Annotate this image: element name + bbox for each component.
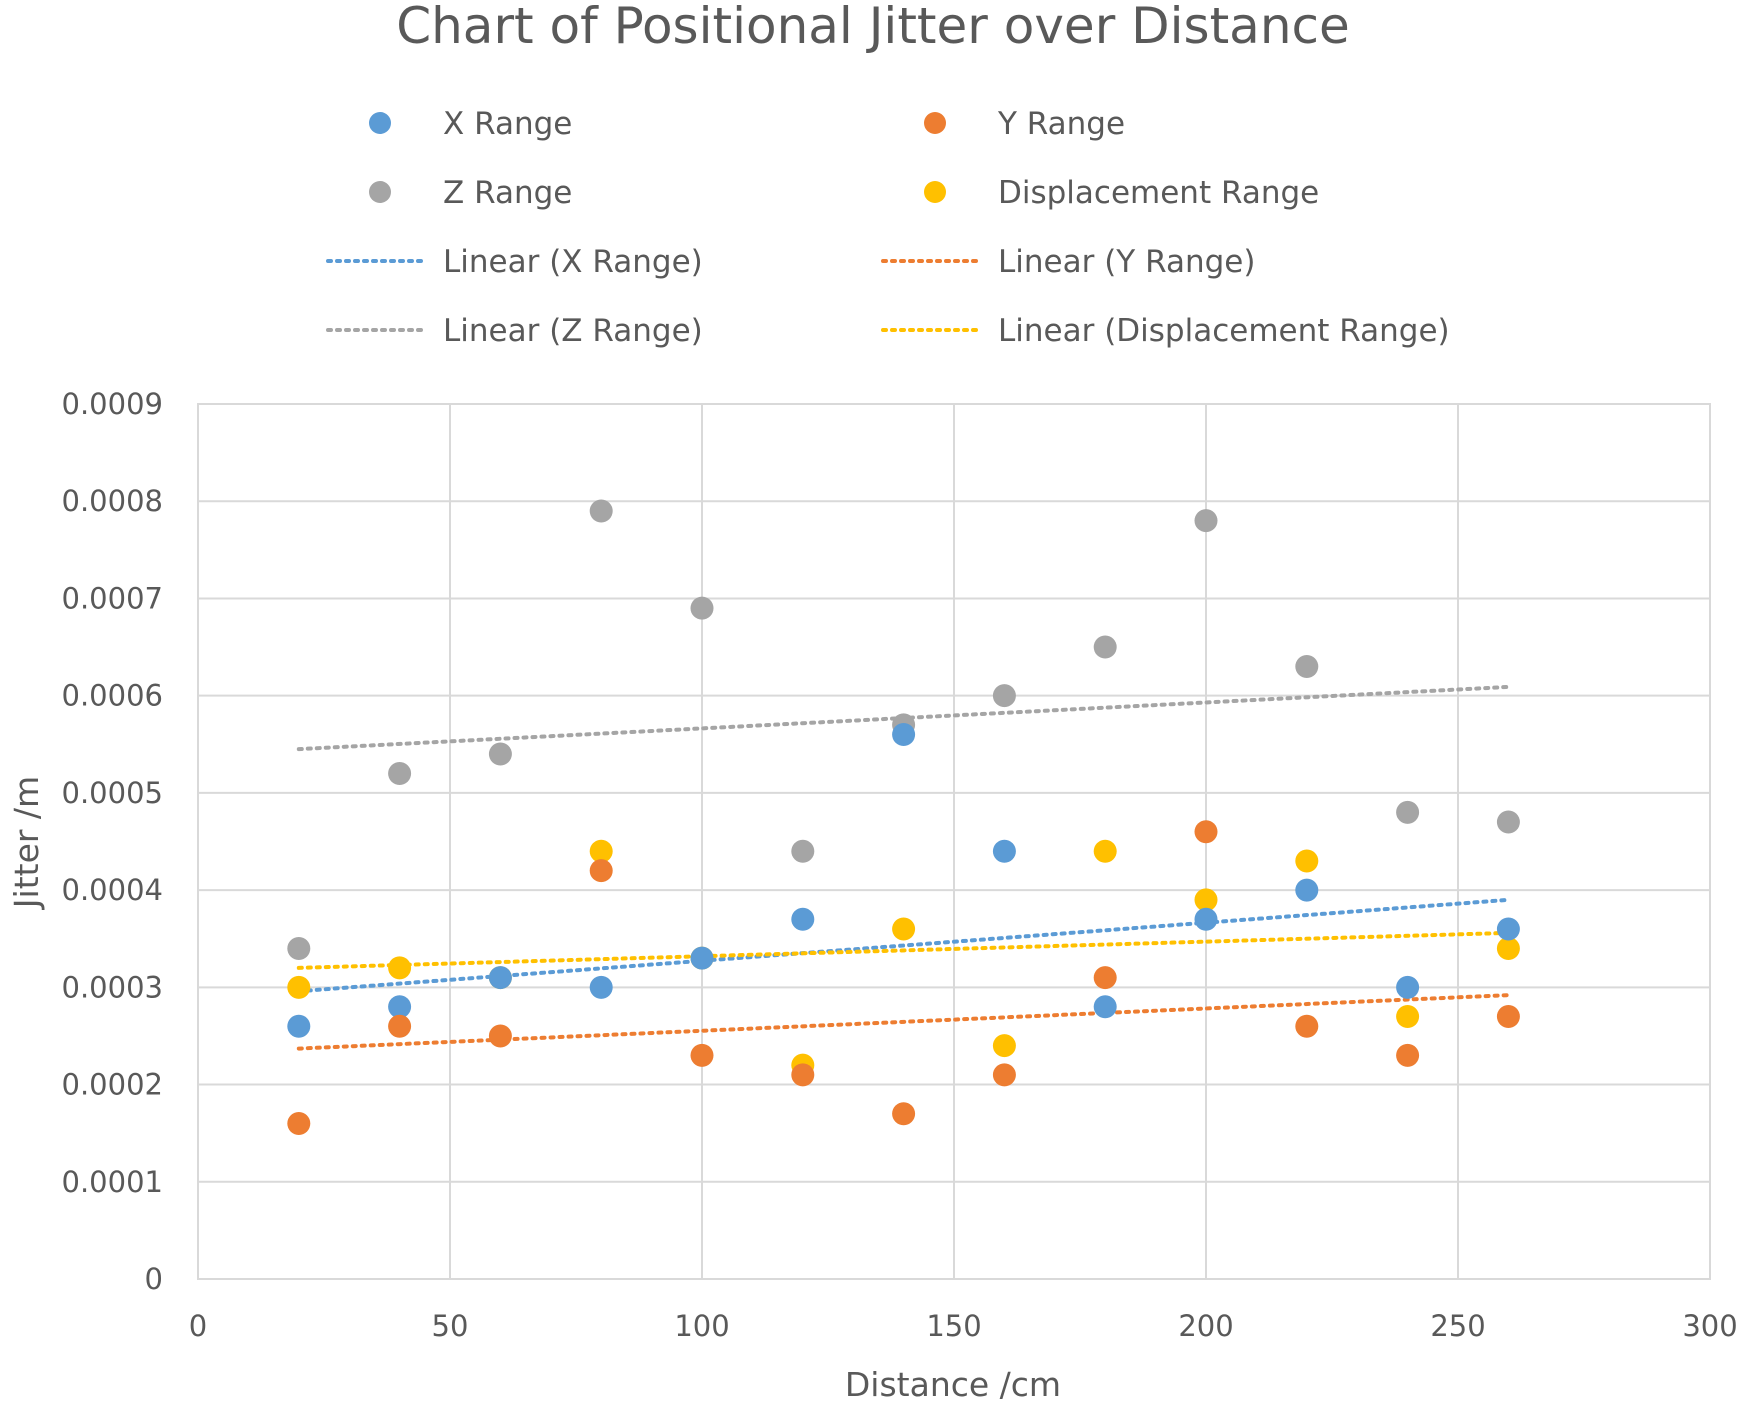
data-point-x-range [892, 723, 916, 747]
data-point-x-range [589, 975, 613, 999]
data-point-displacement-range [589, 839, 613, 863]
data-point-z-range [791, 839, 815, 863]
plot-area-border [197, 403, 1711, 1280]
legend-marker-y-range [924, 112, 946, 134]
data-point-y-range [1194, 820, 1218, 844]
y-tick-label: 0.0009 [62, 387, 163, 421]
trendline-x-range [296, 897, 1511, 994]
x-tick-label: 150 [926, 1309, 981, 1343]
data-point-y-range [488, 1024, 512, 1048]
data-point-y-range [791, 1063, 815, 1087]
legend: X Range Y Range Z Range Displacement Range L… [326, 106, 1450, 349]
trendline-displacement-range [296, 930, 1511, 970]
data-point-displacement-range [1093, 839, 1117, 863]
data-point-y-range [1295, 1014, 1319, 1038]
x-tick-label: 0 [189, 1309, 207, 1343]
legend-marker-z-range [369, 181, 391, 203]
y-axis-title: Jitter /m [7, 776, 46, 910]
data-point-displacement-range [1496, 936, 1520, 960]
legend-label: Linear (Z Range) [443, 313, 703, 349]
data-point-x-range [1496, 917, 1520, 941]
data-point-displacement-range [388, 956, 412, 980]
data-point-x-range [690, 946, 714, 970]
y-tick-label: 0.0002 [62, 1068, 163, 1102]
legend-label: Linear (Y Range) [998, 244, 1255, 280]
data-point-z-range [589, 499, 613, 523]
trendline-y-range [296, 993, 1511, 1051]
x-tick-label: 200 [1178, 1309, 1233, 1343]
legend-marker-displacement-range [924, 181, 946, 203]
data-point-y-range [287, 1111, 311, 1135]
data-point-z-range [388, 761, 412, 785]
x-tick-label: 50 [432, 1309, 469, 1343]
data-point-y-range [690, 1043, 714, 1067]
data-point-displacement-range [1396, 1005, 1420, 1028]
data-point-z-range [287, 936, 311, 960]
y-tick-label: 0.0008 [62, 484, 163, 518]
data-point-x-range [992, 839, 1016, 863]
data-point-z-range [690, 596, 714, 620]
data-point-x-range [1295, 878, 1319, 902]
y-tick-label: 0.0004 [62, 873, 163, 907]
data-point-x-range [388, 995, 412, 1019]
data-point-y-range [1496, 1005, 1520, 1028]
legend-label: Linear (Displacement Range) [998, 313, 1450, 349]
data-point-y-range [388, 1014, 412, 1038]
legend-label: Displacement Range [998, 175, 1319, 211]
data-point-y-range [1093, 966, 1117, 990]
y-tick-label: 0 [145, 1262, 163, 1296]
y-tick-label: 0.0001 [62, 1165, 163, 1199]
y-tick-label: 0.0005 [62, 776, 163, 810]
data-point-y-range [892, 1102, 916, 1126]
data-point-z-range [992, 684, 1016, 708]
data-point-x-range [1396, 975, 1420, 999]
data-point-displacement-range [1295, 849, 1319, 873]
data-point-x-range [791, 907, 815, 931]
data-point-y-range [589, 859, 613, 883]
data-point-x-range [1194, 907, 1218, 931]
data-point-displacement-range [992, 1034, 1016, 1058]
x-tick-label: 250 [1430, 1309, 1485, 1343]
x-tick-label: 300 [1682, 1309, 1737, 1343]
data-point-y-range [992, 1063, 1016, 1087]
data-points [287, 499, 1520, 1135]
legend-marker-x-range [369, 112, 391, 134]
data-point-y-range [1396, 1043, 1420, 1067]
data-point-z-range [1093, 635, 1117, 659]
legend-label: X Range [443, 106, 572, 142]
data-point-z-range [488, 742, 512, 766]
x-axis-ticks: 0 50 100 150 200 250 300 [189, 1309, 1738, 1343]
x-tick-label: 100 [674, 1309, 729, 1343]
legend-label: Y Range [997, 106, 1125, 142]
legend-label: Linear (X Range) [443, 244, 703, 280]
y-tick-label: 0.0003 [62, 970, 163, 1004]
gridlines [197, 403, 1711, 1280]
y-tick-label: 0.0006 [62, 679, 163, 713]
data-point-z-range [1194, 509, 1218, 533]
data-point-x-range [287, 1014, 311, 1038]
data-point-z-range [1396, 800, 1420, 824]
data-point-displacement-range [287, 975, 311, 999]
data-point-z-range [1295, 655, 1319, 678]
data-point-displacement-range [1194, 888, 1218, 912]
x-axis-title: Distance /cm [845, 1365, 1061, 1403]
data-point-displacement-range [892, 917, 916, 941]
legend-label: Z Range [443, 175, 572, 211]
data-point-x-range [488, 966, 512, 990]
y-tick-label: 0.0007 [62, 581, 163, 615]
chart-title: Chart of Positional Jitter over Distance [396, 0, 1350, 55]
y-axis-ticks: 0 0.0001 0.0002 0.0003 0.0004 0.0005 0.0006 0.0… [62, 387, 163, 1296]
data-point-x-range [1093, 995, 1117, 1019]
data-point-z-range [1496, 810, 1520, 834]
